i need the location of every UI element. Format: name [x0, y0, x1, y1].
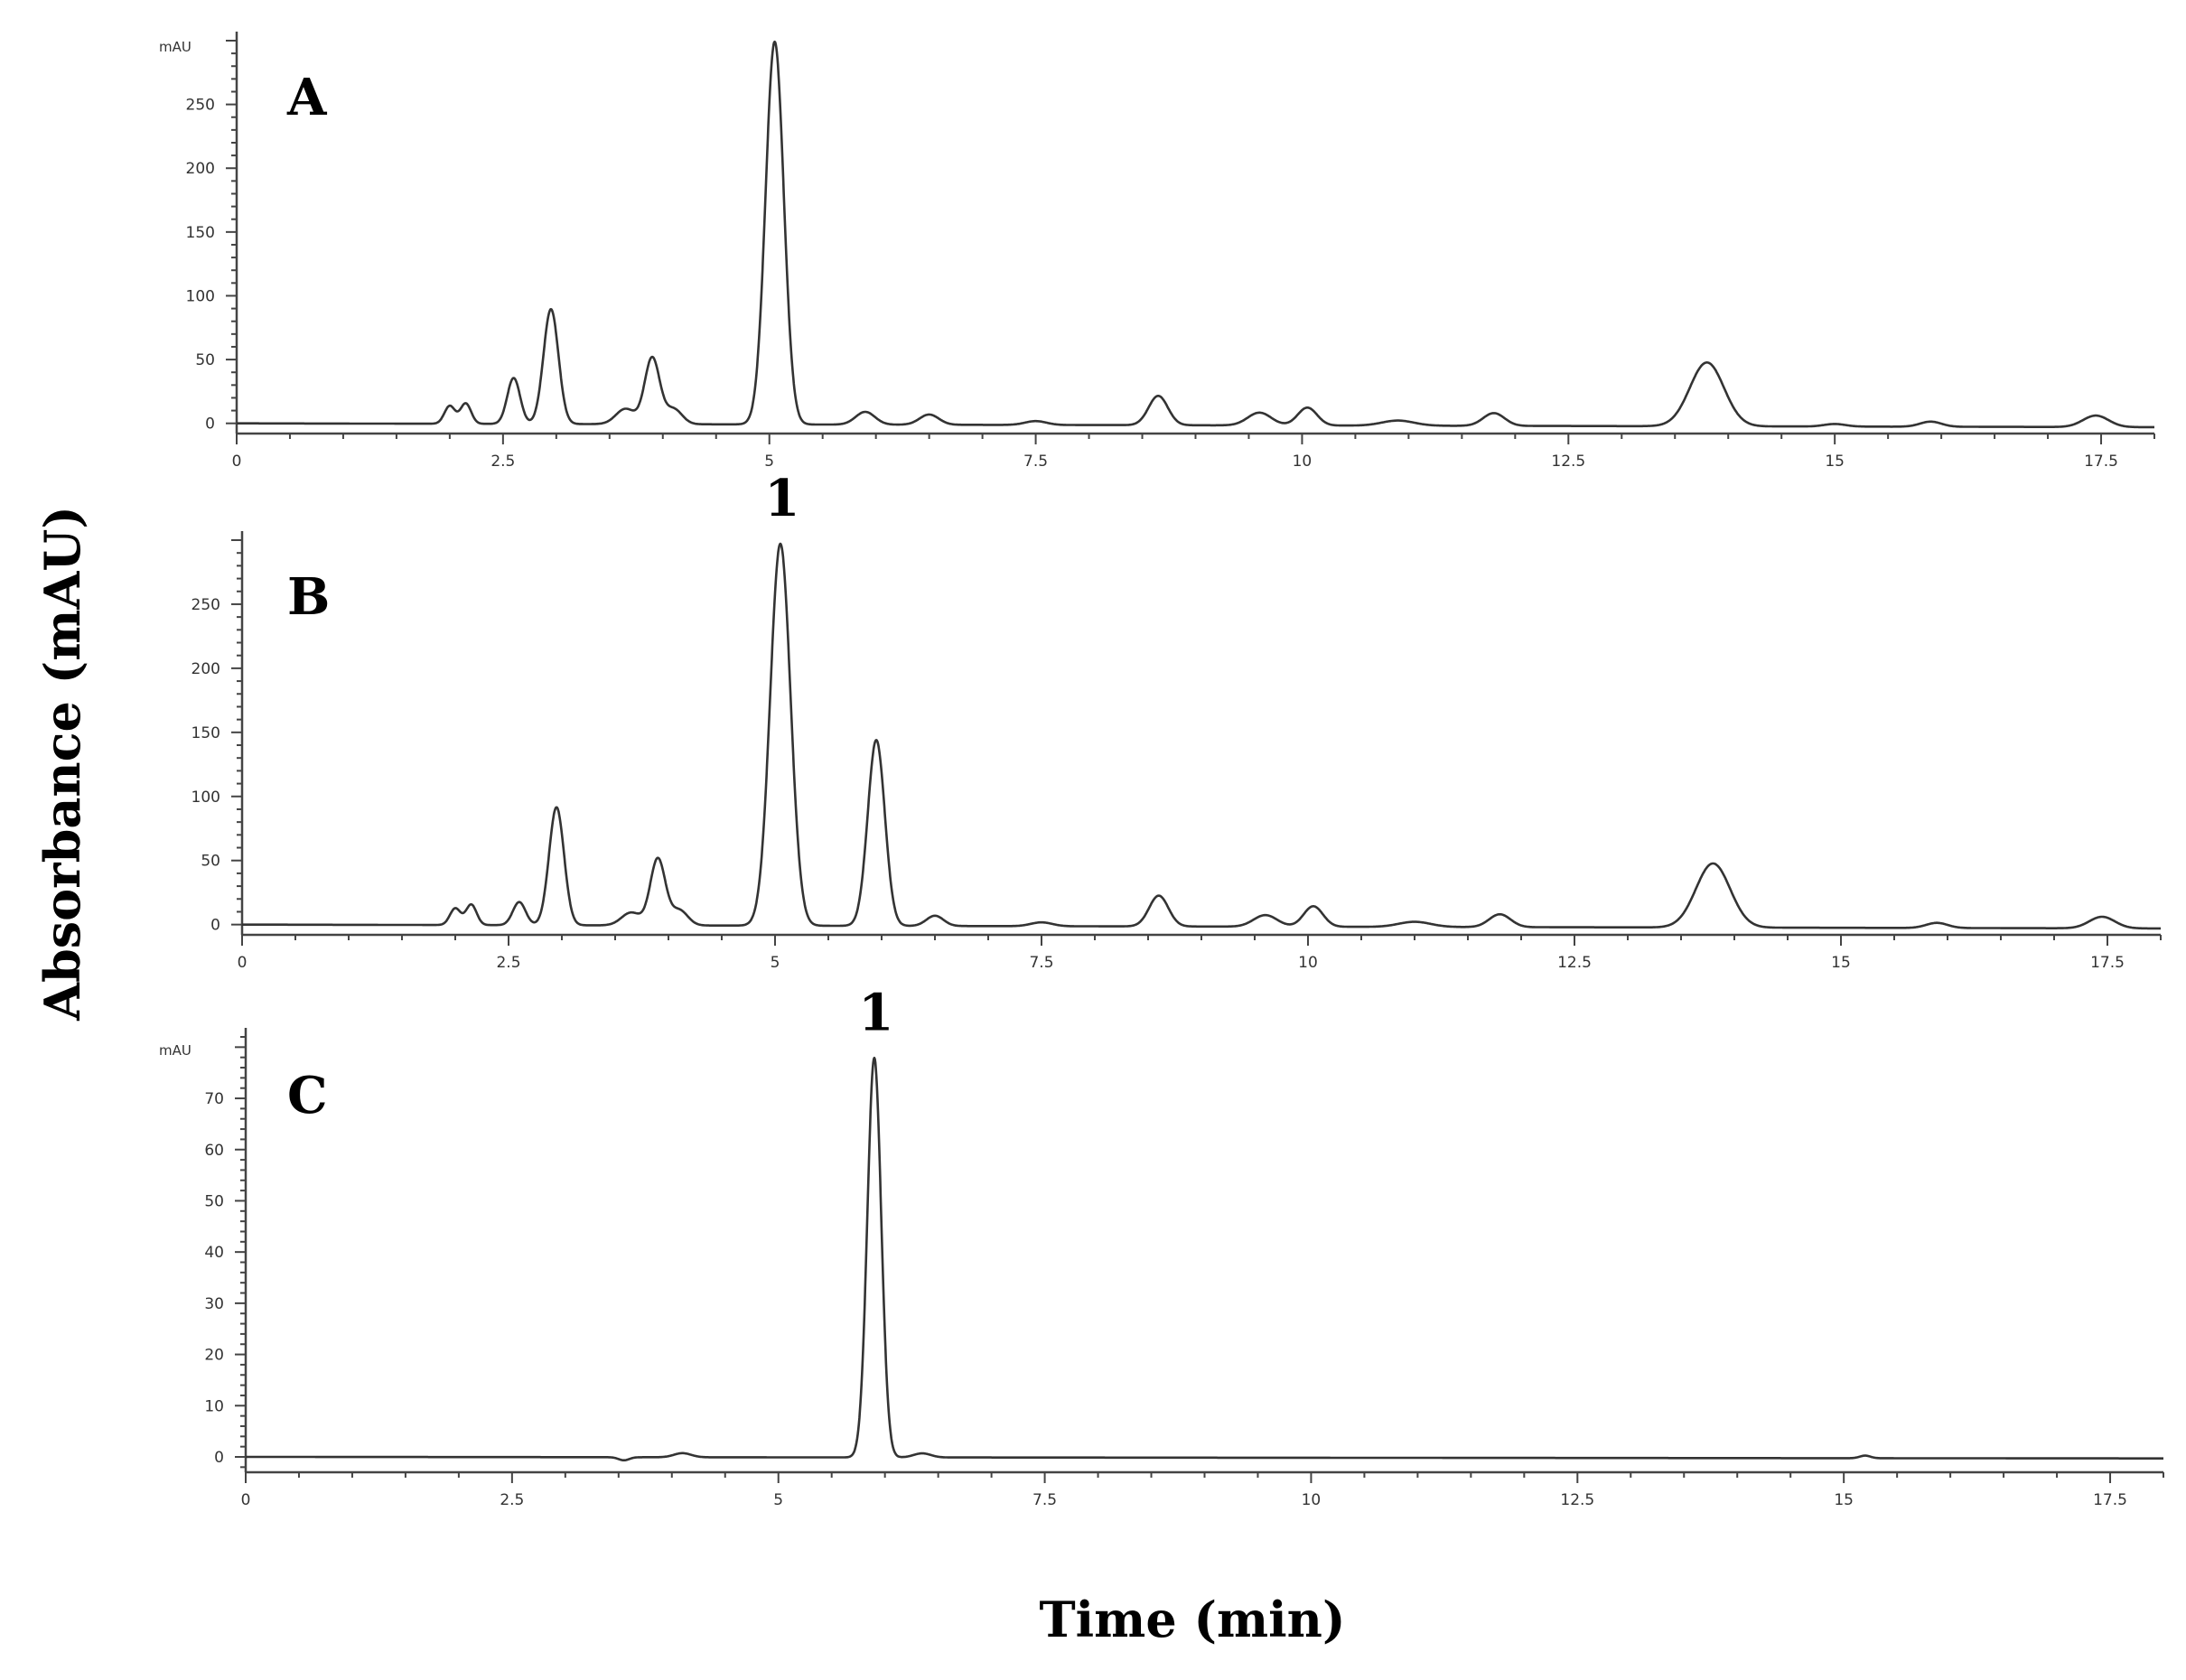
x-tick-label: 0 — [241, 1491, 251, 1509]
x-tick-label: 5 — [773, 1491, 783, 1509]
x-tick-label: 12.5 — [1557, 954, 1592, 972]
y-tick-label: 150 — [192, 724, 220, 742]
panel-c: 0 2.5 5 7.5 10 12.5 15 17.5 0 10 20 30 40 50 60 70 mAU C 1 — [159, 984, 2164, 1509]
x-axis-title: Time (min) — [1039, 1591, 1345, 1648]
x-tick-label: 10 — [1298, 954, 1318, 972]
y-unit-label: mAU — [159, 1042, 192, 1059]
y-tick-label: 0 — [205, 415, 215, 434]
x-tick-label: 0 — [238, 954, 248, 972]
y-tick-label: 50 — [195, 351, 215, 369]
x-tick-label: 12.5 — [1560, 1491, 1594, 1509]
x-tick-label: 7.5 — [1023, 453, 1048, 471]
y-tick-label: 50 — [204, 1192, 224, 1210]
y-unit-label: mAU — [159, 39, 192, 55]
y-tick-label: 150 — [186, 224, 215, 242]
y-tick-label: 60 — [204, 1142, 224, 1160]
panel-a: 0 2.5 5 7.5 10 12.5 15 17.5 0 50 100 150 200 250 mAU A — [159, 32, 2155, 471]
x-tick-label: 5 — [771, 954, 780, 972]
y-tick-label: 100 — [186, 287, 215, 305]
y-tick-label: 200 — [186, 160, 215, 178]
x-tick-label: 0 — [232, 453, 242, 471]
x-tick-label: 7.5 — [1032, 1491, 1057, 1509]
x-tick-label: 2.5 — [496, 954, 520, 972]
y-tick-label: 250 — [192, 596, 220, 614]
x-tick-label: 2.5 — [490, 453, 515, 471]
y-tick-label: 100 — [192, 789, 220, 807]
chromatogram-trace — [241, 542, 2162, 930]
y-tick-label: 20 — [204, 1347, 224, 1365]
panel-label: C — [287, 1066, 328, 1125]
y-axis-title: Absorbance (mAU) — [33, 506, 91, 1022]
x-tick-label: 12.5 — [1551, 453, 1585, 471]
chromatogram-trace — [245, 1056, 2164, 1461]
panel-label: A — [286, 68, 328, 127]
x-tick-label: 15 — [1825, 453, 1845, 471]
x-tick-label: 7.5 — [1029, 954, 1053, 972]
panel-label: B — [287, 567, 330, 627]
x-tick-label: 17.5 — [2084, 453, 2118, 471]
chromatogram-trace — [236, 40, 2155, 429]
y-tick-label: 200 — [192, 660, 220, 678]
y-tick-label: 0 — [214, 1449, 224, 1467]
y-tick-label: 0 — [210, 917, 220, 935]
x-tick-label: 17.5 — [2093, 1491, 2127, 1509]
y-tick-label: 70 — [204, 1090, 224, 1108]
y-tick-label: 250 — [186, 97, 215, 115]
x-tick-label: 5 — [764, 453, 774, 471]
y-tick-label: 50 — [201, 853, 220, 871]
y-tick-label: 40 — [204, 1244, 224, 1262]
panel-b: 0 2.5 5 7.5 10 12.5 15 17.5 0 50 100 150 200 250 B 1 — [192, 469, 2162, 972]
x-tick-label: 15 — [1831, 954, 1851, 972]
y-tick-label: 10 — [204, 1397, 224, 1415]
peak-annotation: 1 — [764, 469, 799, 528]
x-tick-label: 15 — [1834, 1491, 1854, 1509]
peak-annotation: 1 — [858, 984, 893, 1043]
x-tick-label: 10 — [1293, 453, 1313, 471]
x-tick-label: 10 — [1302, 1491, 1322, 1509]
x-tick-label: 2.5 — [500, 1491, 524, 1509]
y-tick-label: 30 — [204, 1295, 224, 1313]
x-tick-label: 17.5 — [2090, 954, 2125, 972]
